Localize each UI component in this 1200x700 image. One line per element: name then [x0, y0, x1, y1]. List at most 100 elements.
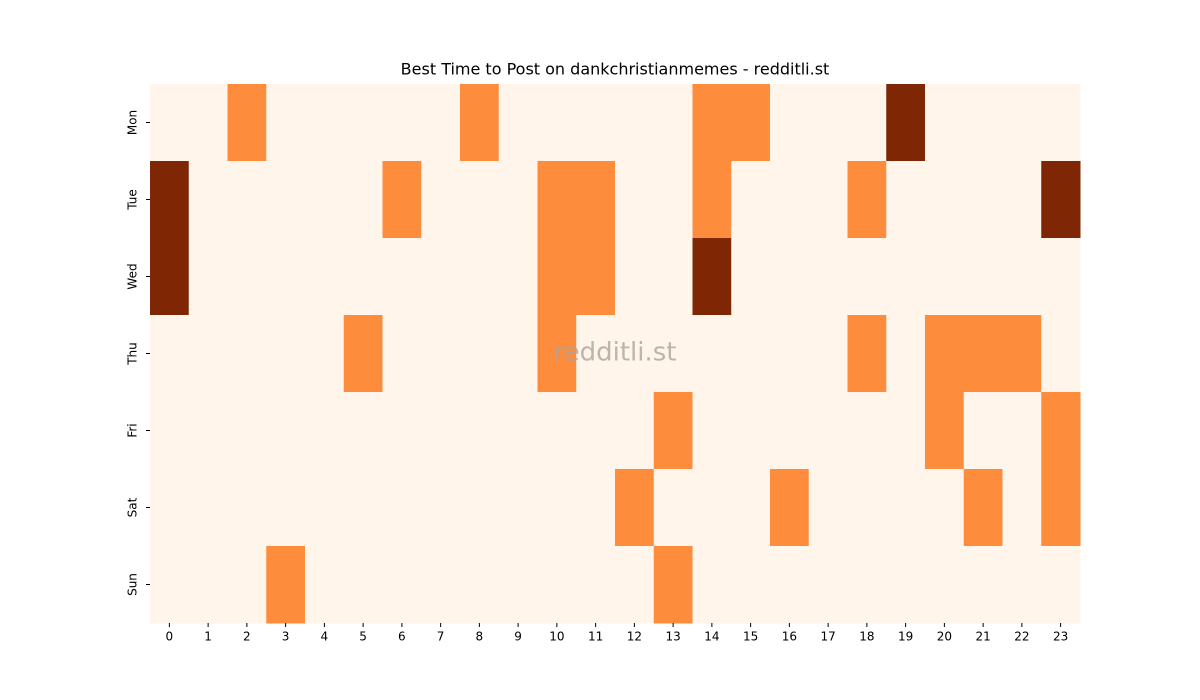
heat-cell	[731, 84, 771, 162]
heat-cell	[925, 161, 965, 239]
x-tick-label: 16	[782, 630, 797, 644]
x-tick-label: 14	[704, 630, 719, 644]
heat-cell	[305, 161, 345, 239]
heat-cell	[692, 84, 732, 162]
heat-cell	[1041, 392, 1081, 470]
heat-cell	[227, 546, 267, 624]
heat-cell	[925, 238, 965, 316]
x-tick-label: 2	[243, 630, 251, 644]
heat-cell	[847, 238, 887, 316]
heat-cell	[227, 84, 267, 162]
heat-cell	[653, 84, 693, 162]
heat-cell	[576, 546, 616, 624]
heat-cell	[227, 315, 267, 393]
heat-cell	[886, 84, 926, 162]
heat-cell	[460, 392, 500, 470]
heat-cell	[615, 161, 655, 239]
heat-cell	[1041, 546, 1081, 624]
heat-cell	[1002, 546, 1042, 624]
heat-cell	[227, 161, 267, 239]
heat-cell	[498, 161, 538, 239]
heat-cell	[925, 315, 965, 393]
heat-cell	[653, 315, 693, 393]
heat-cell	[188, 546, 228, 624]
heat-cell	[460, 315, 500, 393]
x-tick-label: 5	[359, 630, 367, 644]
heat-cell	[1041, 84, 1081, 162]
heat-cell	[498, 84, 538, 162]
heat-cell	[537, 546, 577, 624]
heat-cell	[963, 469, 1003, 547]
heat-cell	[1002, 469, 1042, 547]
heat-cell	[1041, 469, 1081, 547]
heat-cell	[1002, 238, 1042, 316]
heat-cell	[808, 238, 848, 316]
heat-cell	[692, 161, 732, 239]
heat-cell	[615, 392, 655, 470]
heat-cell	[343, 546, 383, 624]
heat-cell	[653, 161, 693, 239]
heat-cell	[808, 315, 848, 393]
x-tick-label: 0	[166, 630, 174, 644]
heat-cell	[343, 469, 383, 547]
heat-cell	[150, 392, 190, 470]
heat-cell	[305, 546, 345, 624]
heat-cell	[343, 315, 383, 393]
heat-cell	[382, 469, 422, 547]
heat-cell	[537, 84, 577, 162]
heat-cell	[731, 469, 771, 547]
x-tick-label: 10	[549, 630, 564, 644]
heat-cell	[150, 546, 190, 624]
heat-cell	[537, 469, 577, 547]
heat-cell	[653, 469, 693, 547]
heat-cell	[886, 546, 926, 624]
heat-cell	[886, 469, 926, 547]
heat-cell	[770, 315, 810, 393]
heat-cell	[847, 469, 887, 547]
x-tick-label: 6	[398, 630, 406, 644]
y-tick-label: Tue	[126, 189, 140, 211]
heat-cell	[653, 238, 693, 316]
heat-cell	[808, 469, 848, 547]
heat-cell	[576, 84, 616, 162]
x-tick-label: 15	[743, 630, 758, 644]
x-tick-label: 18	[859, 630, 874, 644]
x-tick-label: 17	[820, 630, 835, 644]
heat-cell	[963, 161, 1003, 239]
heat-cell	[460, 238, 500, 316]
watermark: redditli.st	[554, 338, 677, 368]
x-tick-label: 9	[514, 630, 522, 644]
heat-cell	[808, 392, 848, 470]
heat-cell	[1041, 238, 1081, 316]
heat-cell	[460, 469, 500, 547]
heat-cell	[343, 161, 383, 239]
x-tick-label: 3	[282, 630, 290, 644]
heat-cell	[963, 546, 1003, 624]
heat-cell	[925, 84, 965, 162]
heat-cell	[925, 546, 965, 624]
heat-cell	[692, 238, 732, 316]
heat-cell	[808, 546, 848, 624]
heat-cell	[266, 161, 306, 239]
heat-cell	[963, 315, 1003, 393]
heat-cell	[808, 161, 848, 239]
chart-title: Best Time to Post on dankchristianmemes …	[401, 60, 830, 79]
heat-cell	[692, 315, 732, 393]
x-tick-label: 19	[898, 630, 913, 644]
heat-cell	[847, 84, 887, 162]
x-tick-label: 11	[588, 630, 603, 644]
heat-cell	[770, 469, 810, 547]
heat-cell	[808, 84, 848, 162]
heat-cell	[382, 161, 422, 239]
heat-cell	[1041, 315, 1081, 393]
heat-cell	[731, 546, 771, 624]
heat-cell	[460, 161, 500, 239]
heat-cell	[886, 238, 926, 316]
heat-cell	[150, 469, 190, 547]
heat-cell	[498, 315, 538, 393]
heat-cell	[305, 392, 345, 470]
x-tick-label: 7	[437, 630, 445, 644]
x-tick-label: 22	[1014, 630, 1029, 644]
heat-cell	[421, 392, 461, 470]
